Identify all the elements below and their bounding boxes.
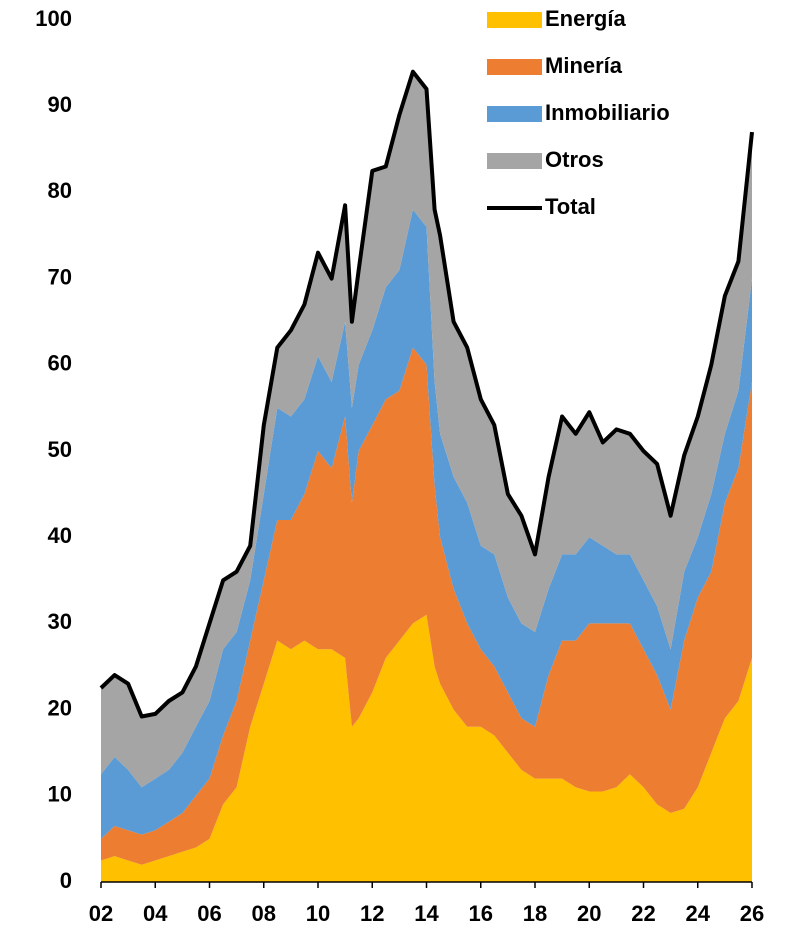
y-tick-label: 100: [35, 6, 72, 31]
y-tick-label: 30: [48, 609, 72, 634]
x-tick-label: 26: [740, 901, 764, 926]
legend-swatch: [487, 59, 542, 75]
y-tick-label: 80: [48, 178, 72, 203]
area: [101, 614, 752, 882]
legend-label: Energía: [545, 6, 626, 31]
total-line: [99, 69, 754, 719]
legend-label: Inmobiliario: [545, 100, 670, 125]
x-tick-label: 02: [89, 901, 113, 926]
x-tick-label: 20: [577, 901, 601, 926]
x-tick-label: 24: [686, 901, 711, 926]
x-tick-label: 14: [414, 901, 439, 926]
y-tick-label: 40: [48, 523, 72, 548]
legend-swatch: [487, 106, 542, 122]
x-tick-label: 16: [469, 901, 493, 926]
x-tick-label: 04: [143, 901, 168, 926]
y-tick-label: 90: [48, 92, 72, 117]
x-tick-label: 10: [306, 901, 330, 926]
x-tick-label: 08: [252, 901, 276, 926]
y-tick-label: 20: [48, 695, 72, 720]
legend-swatch: [487, 12, 542, 28]
y-tick-label: 50: [48, 437, 72, 462]
legend-label: Otros: [545, 147, 604, 172]
legend-swatch: [487, 153, 542, 169]
y-tick-label: 70: [48, 264, 72, 289]
legend-label: Minería: [545, 53, 623, 78]
area: [101, 209, 752, 839]
y-tick-label: 0: [60, 868, 72, 893]
x-tick-label: 22: [631, 901, 655, 926]
area: [101, 347, 752, 865]
y-tick-label: 60: [48, 351, 72, 376]
x-tick-label: 18: [523, 901, 547, 926]
x-tick-label: 06: [197, 901, 221, 926]
x-tick-label: 12: [360, 901, 384, 926]
y-tick-label: 10: [48, 782, 72, 807]
area: [101, 71, 752, 788]
legend-label: Total: [545, 194, 596, 219]
